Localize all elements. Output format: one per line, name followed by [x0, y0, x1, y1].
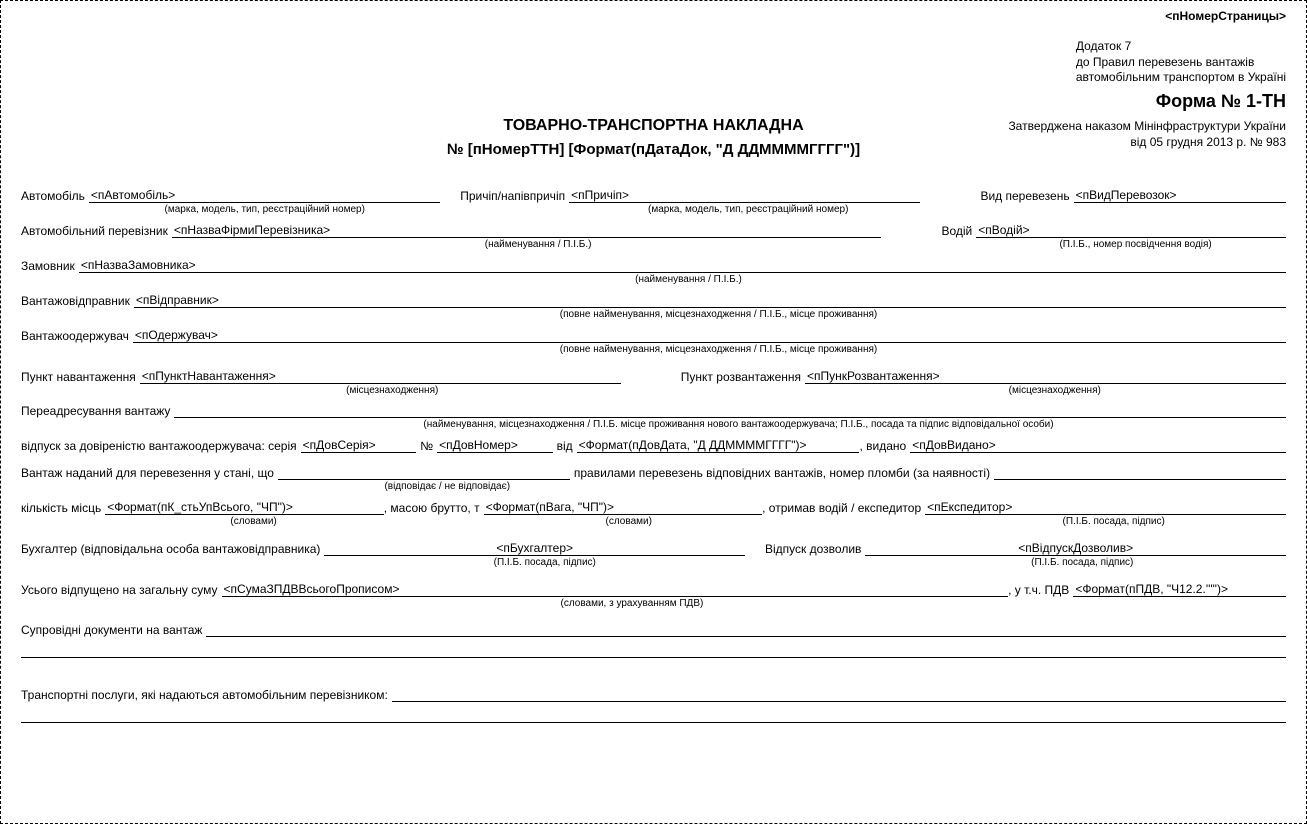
label-load-point: Пункт навантаження	[21, 370, 140, 384]
field-transport-type: <пВидПеревозок>	[1074, 188, 1286, 203]
field-carrier: <пНазваФірмиПеревізника>	[172, 223, 882, 238]
hint-places: (словами)	[121, 516, 386, 527]
field-unload-point: <пПункРозвантаження>	[805, 369, 1286, 384]
field-release-allowed: <пВідпускДозволив>	[865, 541, 1286, 556]
hint-compliance: (відповідає / не відповідає)	[311, 481, 584, 492]
field-proxy-date: <Формат(пДовДата, "Д ДДММММГГГГ")>	[577, 438, 860, 453]
approved-block: Затверджена наказом Мінінфраструктури Ук…	[1008, 119, 1286, 150]
label-transport-type: Вид перевезень	[980, 189, 1073, 203]
field-cargo-state	[278, 479, 570, 480]
annex-block: Додаток 7 до Правил перевезень вантажів …	[1076, 39, 1286, 86]
field-auto: <пАвтомобіль>	[89, 188, 440, 203]
label-total-released: Усього відпущено на загальну суму	[21, 583, 222, 597]
label-auto: Автомобіль	[21, 189, 89, 203]
label-shipper: Вантажовідправник	[21, 294, 134, 308]
field-accomp-docs-2	[21, 644, 1286, 658]
label-driver: Водій	[941, 224, 976, 238]
label-redirect: Переадресування вантажу	[21, 404, 174, 418]
label-customer: Замовник	[21, 259, 79, 273]
field-expeditor: <пЕкспедитор>	[925, 500, 1286, 515]
hint-unload-point: (місцезнаходження)	[824, 385, 1287, 396]
label-transport-services: Транспортні послуги, які надаються автом…	[21, 688, 392, 702]
label-places: кількість місць	[21, 501, 105, 515]
field-seal-number	[994, 479, 1286, 480]
form-number: Форма № 1-ТН	[1156, 91, 1286, 112]
field-trailer: <пПричіп>	[569, 188, 920, 203]
annex-line-3: автомобільним транспортом в Україні	[1076, 70, 1286, 86]
ttn-form-page: <пНомерСтраницы> Додаток 7 до Правил пер…	[0, 0, 1307, 824]
label-proxy-prefix: відпуск за довіреністю вантажоодержувача…	[21, 439, 301, 453]
field-redirect	[174, 417, 1286, 418]
hint-expeditor: (П.І.Б. посада, підпис)	[941, 516, 1286, 527]
field-accomp-docs-1	[206, 636, 1286, 637]
field-load-point: <пПунктНавантаження>	[140, 369, 621, 384]
label-proxy-from: від	[553, 439, 577, 453]
hint-release-allowed: (П.І.Б. посада, підпис)	[879, 557, 1287, 568]
label-proxy-issued: , видано	[859, 439, 910, 453]
hint-accountant: (П.І.Б. посада, підпис)	[341, 557, 749, 568]
field-accountant: <пБухгалтер>	[324, 541, 745, 556]
hint-shipper: (повне найменування, місцезнаходження / …	[151, 309, 1286, 320]
hint-customer: (найменування / П.І.Б.)	[91, 274, 1286, 285]
hint-driver: (П.І.Б., номер посвідчення водія)	[985, 239, 1286, 250]
hint-load-point: (місцезнаходження)	[161, 385, 624, 396]
field-shipper: <пВідправник>	[134, 293, 1286, 308]
label-unload-point: Пункт розвантаження	[681, 370, 805, 384]
label-accountant: Бухгалтер (відповідальна особа вантажові…	[21, 542, 324, 556]
label-received: , отримав водій / експедитор	[762, 501, 925, 515]
field-places: <Формат(пК_стьУпВсього, "ЧП")>	[105, 500, 384, 515]
field-vat: <Формат(пПДВ, "Ч12.2.'''")>	[1073, 582, 1286, 597]
label-incl-vat: , у т.ч. ПДВ	[1008, 583, 1073, 597]
field-customer: <пНазваЗамовника>	[79, 258, 1286, 273]
hint-consignee: (повне найменування, місцезнаходження / …	[151, 344, 1286, 355]
label-accomp-docs: Супровідні документи на вантаж	[21, 623, 206, 637]
label-consignee: Вантажоодержувач	[21, 329, 133, 343]
label-release-allowed: Відпуск дозволив	[765, 542, 865, 556]
hint-trailer: (марка, модель, тип, реєстраційний номер…	[576, 204, 919, 215]
field-total-sum: <пСумаЗПДВВсьогоПрописом>	[222, 582, 1009, 597]
label-cargo-state-suffix: правилами перевезень відповідних вантажі…	[570, 466, 994, 480]
field-transport-services-1	[392, 701, 1286, 702]
field-transport-services-2	[21, 709, 1286, 723]
field-proxy-issued: <пДовВидано>	[910, 438, 1286, 453]
label-carrier: Автомобільний перевізник	[21, 224, 172, 238]
field-proxy-series: <пДовСерія>	[301, 438, 417, 453]
hint-redirect: (найменування, місцезнаходження / П.І.Б.…	[191, 419, 1286, 430]
approved-line-1: Затверджена наказом Мінінфраструктури Ук…	[1008, 119, 1286, 135]
form-content: Автомобіль <пАвтомобіль> Причіп/напівпри…	[21, 188, 1286, 723]
hint-total-sum: (словами, з урахуванням ПДВ)	[251, 598, 1013, 609]
approved-line-2: від 05 грудня 2013 р. № 983	[1008, 135, 1286, 151]
field-consignee: <пОдержувач>	[133, 328, 1286, 343]
hint-gross: (словами)	[496, 516, 761, 527]
field-driver: <пВодій>	[976, 223, 1286, 238]
field-proxy-num: <пДовНомер>	[437, 438, 553, 453]
label-trailer: Причіп/напівпричіп	[460, 189, 569, 203]
hint-auto: (марка, модель, тип, реєстраційний номер…	[93, 204, 436, 215]
label-gross: , масою брутто, т	[384, 501, 484, 515]
annex-line-2: до Правил перевезень вантажів	[1076, 55, 1286, 71]
annex-line-1: Додаток 7	[1076, 39, 1286, 55]
label-proxy-num: №	[416, 439, 437, 453]
field-gross: <Формат(пВага, "ЧП")>	[484, 500, 763, 515]
hint-carrier: (найменування / П.І.Б.)	[191, 239, 885, 250]
label-cargo-state: Вантаж наданий для перевезення у стані, …	[21, 466, 278, 480]
page-number: <пНомерСтраницы>	[1165, 9, 1286, 23]
